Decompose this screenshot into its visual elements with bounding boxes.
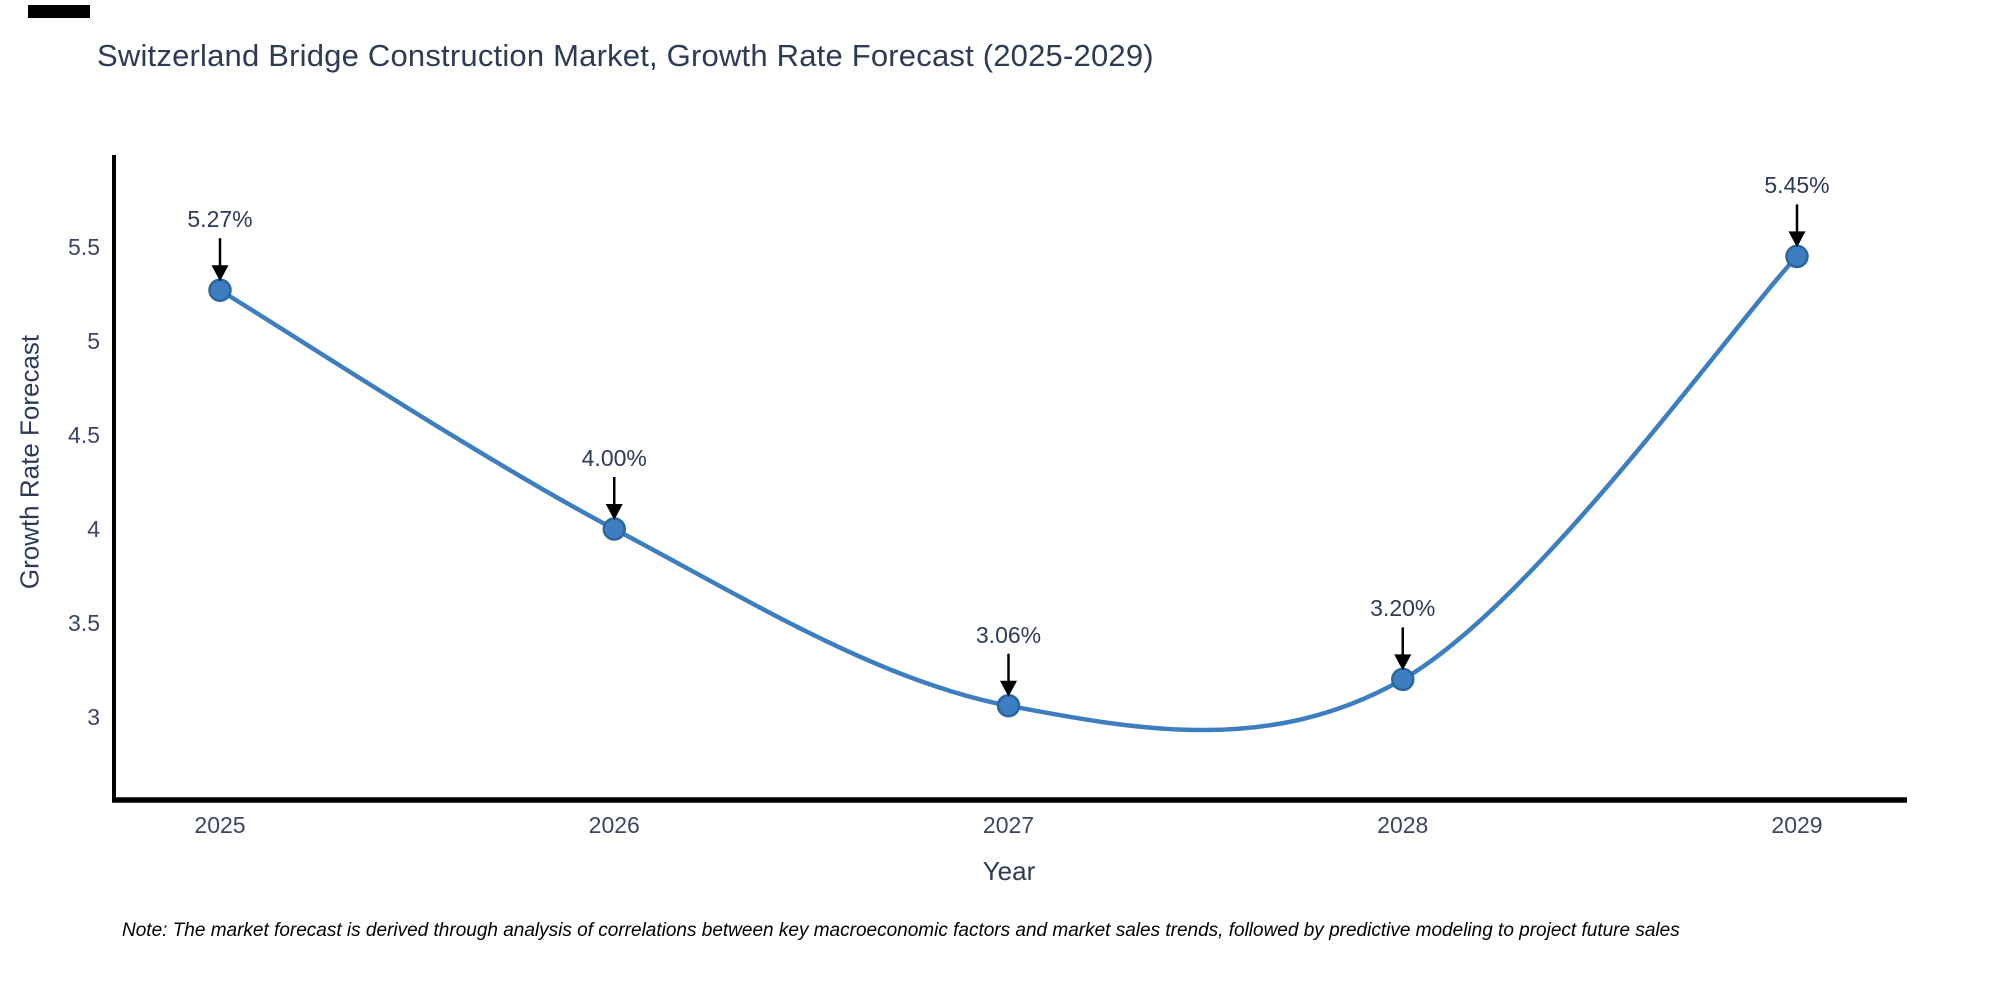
annotation-arrow-head xyxy=(605,504,623,520)
point-value-label: 5.45% xyxy=(1764,172,1830,199)
data-point-marker xyxy=(996,693,1021,718)
point-value-label: 5.27% xyxy=(187,206,253,233)
annotation-arrow-head xyxy=(211,265,229,282)
y-tick-label: 3 xyxy=(87,704,100,730)
point-value-label: 4.00% xyxy=(581,445,647,471)
y-tick-label: 3.5 xyxy=(68,610,100,636)
screen-artifact xyxy=(28,5,90,18)
x-tick-label: 2025 xyxy=(194,812,246,838)
data-point-marker xyxy=(1785,244,1809,269)
annotation-arrow-head xyxy=(1000,680,1017,697)
x-axis-title: Year xyxy=(982,856,1036,886)
x-tick-label: 2027 xyxy=(982,812,1035,838)
point-value-label: 3.20% xyxy=(1370,595,1436,622)
annotation-arrow-head xyxy=(1394,654,1412,671)
y-tick-label: 4 xyxy=(87,516,100,542)
y-tick-label: 5 xyxy=(87,328,100,354)
annotation-arrow-head xyxy=(1788,231,1806,248)
data-point-marker xyxy=(1391,667,1415,692)
data-point-marker xyxy=(602,517,626,541)
y-tick-label: 5.5 xyxy=(68,234,100,260)
x-tick-label: 2026 xyxy=(588,812,640,838)
chart-title: Switzerland Bridge Construction Market, … xyxy=(97,38,1154,73)
x-tick-label: 2029 xyxy=(1771,812,1823,838)
y-tick-label: 4.5 xyxy=(68,422,100,448)
data-point-marker xyxy=(208,278,232,302)
x-tick-label: 2028 xyxy=(1377,812,1429,838)
point-value-label: 3.06% xyxy=(975,621,1042,648)
footnote: Note: The market forecast is derived thr… xyxy=(122,920,1680,941)
